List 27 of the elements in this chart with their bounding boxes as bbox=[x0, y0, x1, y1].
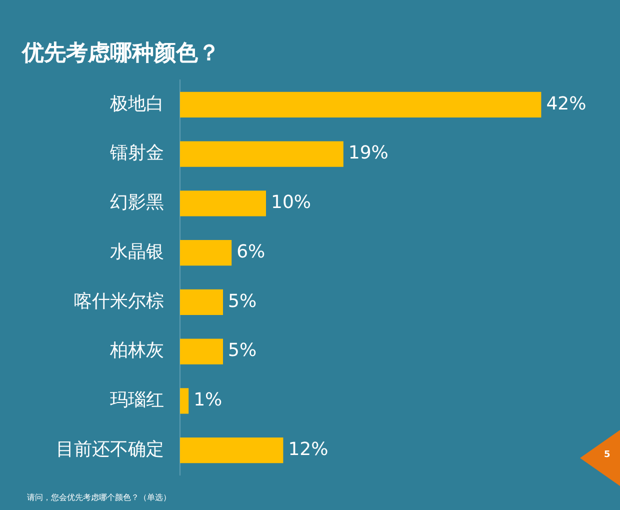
data-label: 42% bbox=[546, 93, 586, 114]
y-tick-label: 水晶银 bbox=[110, 241, 164, 262]
data-label: 5% bbox=[228, 290, 257, 312]
bar bbox=[180, 338, 223, 364]
y-tick-label: 柏林灰 bbox=[109, 340, 164, 362]
y-tick-label: 喀什米尔棕 bbox=[74, 290, 164, 312]
data-label: 10% bbox=[271, 192, 312, 214]
bar bbox=[180, 437, 284, 464]
bar bbox=[180, 141, 344, 167]
data-label: 12% bbox=[288, 438, 328, 460]
bar bbox=[180, 388, 189, 414]
y-tick-label: 镭射金 bbox=[109, 142, 164, 164]
y-tick-label: 目前还不确定 bbox=[56, 438, 164, 460]
bar bbox=[180, 240, 232, 266]
text: 请问，您会优先考虑哪个颜色？（单选） bbox=[27, 492, 171, 503]
y-tick-label: 玛瑙红 bbox=[110, 390, 164, 411]
y-tick-label: 幻影黑 bbox=[110, 192, 164, 214]
data-label: 19% bbox=[348, 142, 388, 164]
bar bbox=[180, 289, 223, 316]
bar bbox=[180, 92, 542, 118]
bar bbox=[180, 190, 266, 216]
page-tab: 5 bbox=[580, 430, 620, 486]
data-label: 6% bbox=[236, 241, 266, 262]
y-tick-label: 极地白 bbox=[109, 93, 164, 114]
data-label: 1% bbox=[194, 390, 222, 411]
data-label: 5% bbox=[228, 340, 257, 362]
chart-title: 优先考虑哪种颜色？ bbox=[22, 40, 220, 68]
